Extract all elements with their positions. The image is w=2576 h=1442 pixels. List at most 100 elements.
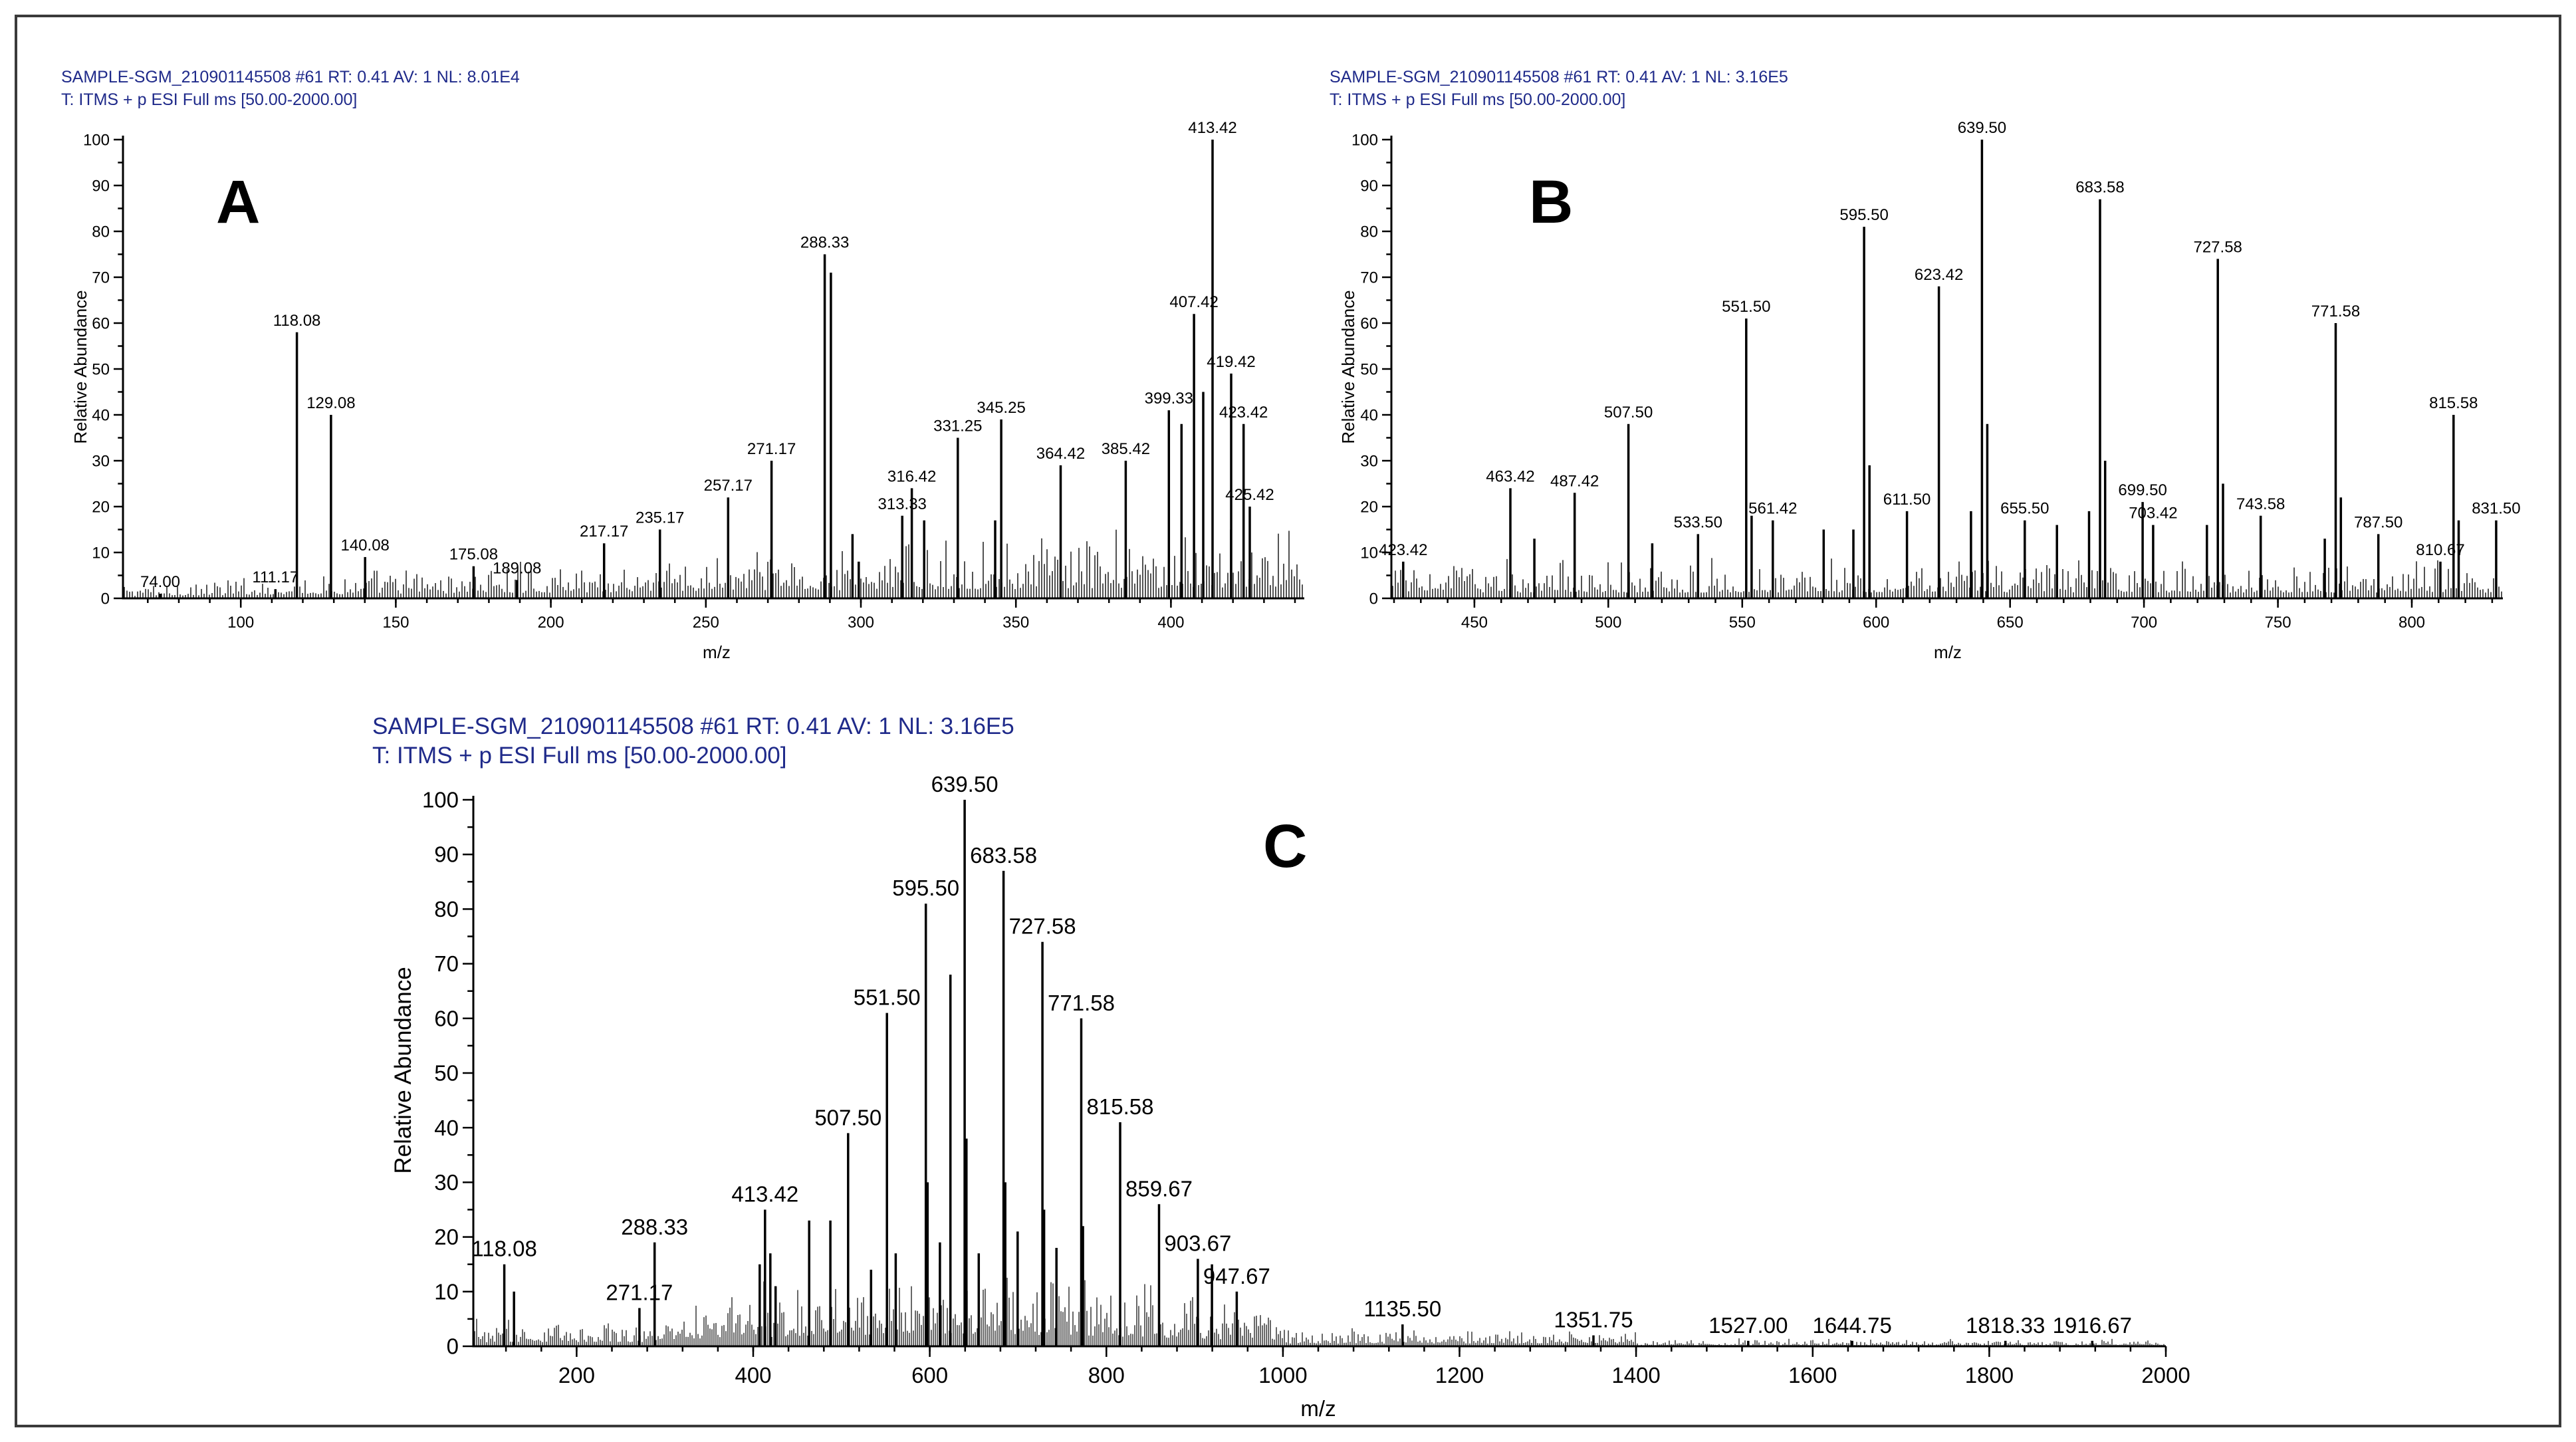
panel-b-xlabel: m/z <box>1934 642 1962 662</box>
panel-c-xtick-label: 1000 <box>1258 1363 1307 1387</box>
panel-c-xtick-label: 1200 <box>1435 1363 1484 1387</box>
panel-a-peak-label: 425.42 <box>1225 486 1274 504</box>
panel-a-noise <box>124 529 1303 598</box>
panel-a-peak-label: 175.08 <box>449 546 498 564</box>
panel-b-ytick-label: 60 <box>1360 314 1378 332</box>
panel-c-xtick-label: 1800 <box>1965 1363 2014 1387</box>
panel-a-ytick-label: 100 <box>83 131 110 149</box>
panel-c-ytick-label: 30 <box>434 1170 459 1195</box>
figure-frame <box>15 15 2561 1427</box>
panel-b-peak-label: 551.50 <box>1722 298 1770 316</box>
panel-b-peak-label: 423.42 <box>1379 541 1427 559</box>
panel-a-letter: A <box>216 168 260 236</box>
panel-c-peak-label: 1916.67 <box>2053 1313 2132 1338</box>
panel-c-axes <box>472 796 2166 1348</box>
panel-c-xtick-label: 800 <box>1088 1363 1125 1387</box>
panel-c-xtick-label: 200 <box>558 1363 595 1387</box>
panel-b-ytick-label: 90 <box>1360 177 1378 195</box>
panel-a-peak-label: 271.17 <box>747 440 796 458</box>
panel-b-xtick-label: 550 <box>1729 614 1756 632</box>
panel-b-peak-label: 611.50 <box>1883 491 1931 509</box>
panel-a-xtick-label: 350 <box>1002 614 1029 632</box>
panel-b-peak-label: 810.67 <box>2416 541 2464 559</box>
panel-b-ytick-label: 30 <box>1360 452 1378 470</box>
panel-c-peak-label: 1644.75 <box>1813 1313 1892 1338</box>
panel-b-xtick-label: 700 <box>2131 614 2157 632</box>
panel-a-ytick-label: 90 <box>92 177 110 195</box>
panel-c-ytick-label: 80 <box>434 897 459 921</box>
panel-b-peak-label: 771.58 <box>2311 302 2360 320</box>
panel-c-ytick-label: 0 <box>447 1334 459 1359</box>
panel-b-ytick-label: 0 <box>1369 590 1378 608</box>
panel-a-xlabel: m/z <box>703 642 731 662</box>
panel-c-ytick-label: 100 <box>422 788 459 812</box>
panel-b-xtick-label: 500 <box>1595 614 1621 632</box>
panel-a-peak-label: 316.42 <box>887 467 936 485</box>
panel-a-axes <box>122 136 1304 600</box>
panel-b-peak-label: 561.42 <box>1748 500 1797 518</box>
panel-a-peak-label: 407.42 <box>1169 293 1218 311</box>
panel-b-letter: B <box>1529 168 1573 236</box>
panel-a-peak-label: 331.25 <box>933 418 982 435</box>
panel-c-peak-label: 683.58 <box>970 843 1037 868</box>
panel-c-xlabel: m/z <box>1300 1396 1336 1421</box>
panel-b-peak-label: 683.58 <box>2075 179 2124 197</box>
panel-a-peak-label: 364.42 <box>1036 445 1085 463</box>
panel-b-peak-label: 743.58 <box>2236 495 2285 513</box>
panel-a-peak-label: 189.08 <box>493 559 541 577</box>
panel-a-peak-label: 140.08 <box>340 537 389 554</box>
panel-c-peak-label: 639.50 <box>931 772 998 796</box>
panel-a-ytick-label: 0 <box>101 590 110 608</box>
panel-a-ytick-label: 50 <box>92 360 110 378</box>
panel-c-peak-label: 727.58 <box>1009 914 1076 939</box>
panel-a-peak-label: 419.42 <box>1207 353 1255 371</box>
panel-c-peak-label: 1135.50 <box>1363 1296 1441 1321</box>
panel-a-header-2: T: ITMS + p ESI Full ms [50.00-2000.00] <box>61 90 357 109</box>
panel-c-header-1: SAMPLE-SGM_210901145508 #61 RT: 0.41 AV:… <box>372 713 1014 739</box>
panel-c-peak-label: 1818.33 <box>1966 1313 2045 1338</box>
panel-b-peak-label: 831.50 <box>2472 500 2520 518</box>
panel-b-ytick-label: 20 <box>1360 498 1378 516</box>
panel-a-xtick-label: 250 <box>693 614 719 632</box>
panel-a-ytick-label: 30 <box>92 452 110 470</box>
panel-c-peak-label: 118.08 <box>471 1237 536 1261</box>
panel-b-xtick-label: 650 <box>1997 614 2024 632</box>
panel-a-ytick-label: 20 <box>92 498 110 516</box>
panel-b-peak-label: 595.50 <box>1839 206 1888 224</box>
panel-c-peak-label: 551.50 <box>854 985 921 1010</box>
panel-b-xtick-label: 800 <box>2399 614 2425 632</box>
panel-c-ytick-label: 50 <box>434 1061 459 1086</box>
panel-c-xtick-label: 400 <box>735 1363 771 1387</box>
panel-b-ytick-label: 100 <box>1351 131 1378 149</box>
panel-b-ytick-label: 70 <box>1360 269 1378 287</box>
panel-c-ytick-label: 20 <box>434 1225 459 1249</box>
panel-a: SAMPLE-SGM_210901145508 #61 RT: 0.41 AV:… <box>61 68 1304 662</box>
panel-c-xtick-label: 1600 <box>1788 1363 1837 1387</box>
panel-b-peak-label: 463.42 <box>1486 467 1534 485</box>
panel-a-header-1: SAMPLE-SGM_210901145508 #61 RT: 0.41 AV:… <box>61 68 520 86</box>
panel-c-ytick-label: 70 <box>434 951 459 976</box>
panel-b-ytick-label: 40 <box>1360 406 1378 424</box>
panel-c-peak-label: 859.67 <box>1125 1176 1193 1201</box>
panel-c-peak-label: 947.67 <box>1203 1264 1270 1288</box>
panel-c-xtick-label: 1400 <box>1611 1363 1660 1387</box>
panel-a-ytick-label: 40 <box>92 406 110 424</box>
panel-a-ytick-label: 70 <box>92 269 110 287</box>
panel-a-xtick-label: 150 <box>382 614 409 632</box>
panel-b-header-1: SAMPLE-SGM_210901145508 #61 RT: 0.41 AV:… <box>1330 68 1788 86</box>
panel-c-header-2: T: ITMS + p ESI Full ms [50.00-2000.00] <box>372 743 786 769</box>
panel-a-peak-label: 423.42 <box>1219 404 1268 421</box>
panel-b-peak-label: 639.50 <box>1958 119 2006 137</box>
panel-c-peak-label: 815.58 <box>1087 1094 1154 1119</box>
panel-b-peak-label: 487.42 <box>1550 472 1599 490</box>
panel-c-peak-label: 507.50 <box>814 1105 881 1130</box>
panel-c-peak-label: 903.67 <box>1164 1231 1231 1256</box>
panel-c-ytick-label: 90 <box>434 842 459 867</box>
panel-b-xtick-label: 750 <box>2265 614 2291 632</box>
panel-b-ylabel: Relative Abundance <box>1338 290 1358 443</box>
panel-a-peak-label: 399.33 <box>1145 390 1193 408</box>
panel-c-xtick-label: 600 <box>911 1363 948 1387</box>
panel-a-peak-label: 235.17 <box>636 509 684 527</box>
panel-a-peak-label: 313.33 <box>878 495 926 513</box>
